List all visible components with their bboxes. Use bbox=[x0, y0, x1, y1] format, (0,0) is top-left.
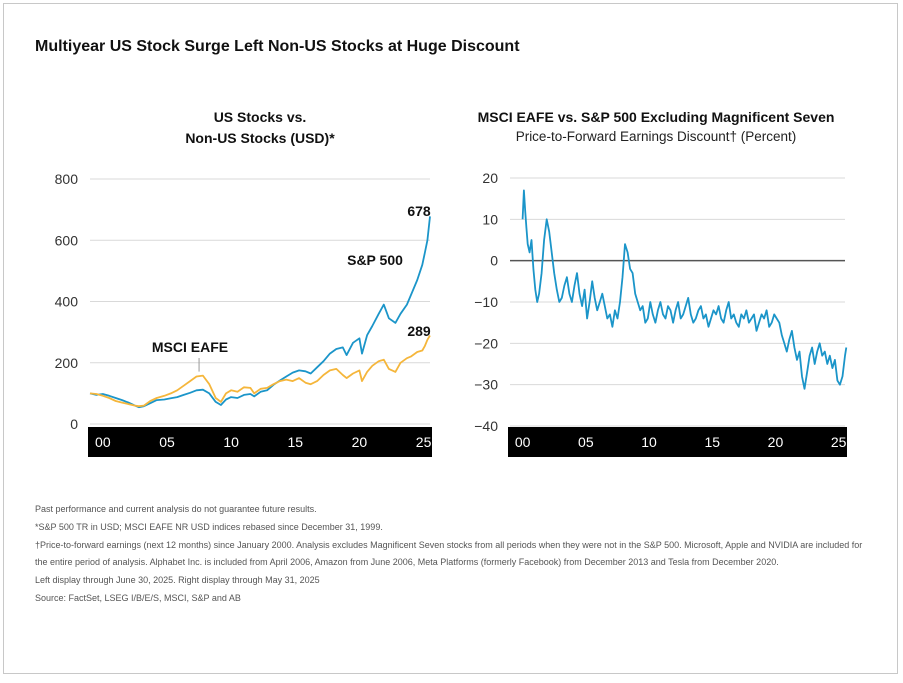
right-chart-ytick-label: 0 bbox=[490, 253, 498, 269]
footnote-disclaimer: Past performance and current analysis do… bbox=[35, 504, 317, 514]
left-chart-series-line-s-p-500 bbox=[89, 216, 431, 409]
right-chart-ytick-label: 20 bbox=[482, 170, 498, 186]
eafe-series-label: MSCI EAFE bbox=[152, 339, 228, 355]
footnote-earnings-note: †Price-to-forward earnings (next 12 mont… bbox=[35, 539, 863, 568]
sp500-end-value-label: 678 bbox=[407, 203, 431, 219]
right-chart-ytick-label: −10 bbox=[474, 294, 498, 310]
eafe-end-value-label: 289 bbox=[407, 323, 431, 339]
left-chart-ytick-label: 0 bbox=[70, 416, 78, 432]
right-chart-title: MSCI EAFE vs. S&P 500 Excluding Magnific… bbox=[477, 109, 835, 125]
right-chart-x-axis-band bbox=[508, 427, 847, 457]
left-chart-xtick-label: 15 bbox=[287, 434, 303, 450]
left-chart-ytick-label: 800 bbox=[55, 171, 79, 187]
right-chart-series-line-discount bbox=[521, 189, 848, 390]
left-chart-xtick-label: 00 bbox=[95, 434, 111, 450]
footnote-index-note: *S&P 500 TR in USD; MSCI EAFE NR USD ind… bbox=[35, 521, 383, 532]
right-chart-xtick-label: 25 bbox=[831, 434, 847, 450]
left-chart-title: US Stocks vs. Non-US Stocks (USD)* bbox=[90, 107, 430, 149]
right-chart-subtitle: Price-to-Forward Earnings Discount† (Per… bbox=[515, 129, 797, 144]
footnote-source: Source: FactSet, LSEG I/B/E/S, MSCI, S&P… bbox=[35, 592, 241, 603]
right-chart-ytick-label: −30 bbox=[474, 377, 498, 393]
right-chart-xtick-label: 15 bbox=[704, 434, 720, 450]
right-chart-xtick-label: 00 bbox=[515, 434, 531, 450]
footnote-display-dates: Left display through June 30, 2025. Righ… bbox=[35, 575, 320, 586]
right-chart-xtick-label: 10 bbox=[641, 434, 657, 450]
right-chart-ytick-label: −40 bbox=[474, 418, 498, 434]
left-chart-xtick-label: 10 bbox=[223, 434, 239, 450]
sp500-series-label: S&P 500 bbox=[347, 252, 403, 268]
chart-frame bbox=[3, 3, 898, 674]
left-chart-xtick-label: 05 bbox=[159, 434, 175, 450]
left-chart-ytick-label: 200 bbox=[55, 355, 79, 371]
right-chart-ytick-label: 10 bbox=[482, 211, 498, 227]
left-chart-title-line-1: US Stocks vs. bbox=[213, 109, 307, 125]
left-chart-ytick-label: 600 bbox=[55, 232, 79, 248]
page-title: Multiyear US Stock Surge Left Non-US Sto… bbox=[35, 38, 520, 55]
left-chart-ytick-label: 400 bbox=[55, 294, 79, 310]
right-chart-xtick-label: 05 bbox=[578, 434, 594, 450]
right-chart-xtick-label: 20 bbox=[768, 434, 784, 450]
left-chart-xtick-label: 20 bbox=[352, 434, 368, 450]
left-chart-x-axis-band bbox=[88, 427, 432, 457]
left-chart-xtick-label: 25 bbox=[416, 434, 432, 450]
left-chart-series-line-msci-eafe bbox=[89, 335, 431, 408]
right-chart-ytick-label: −20 bbox=[474, 335, 498, 351]
left-chart-title-line-2: Non-US Stocks (USD)* bbox=[185, 130, 335, 146]
footnotes: Past performance and current analysis do… bbox=[35, 501, 865, 608]
